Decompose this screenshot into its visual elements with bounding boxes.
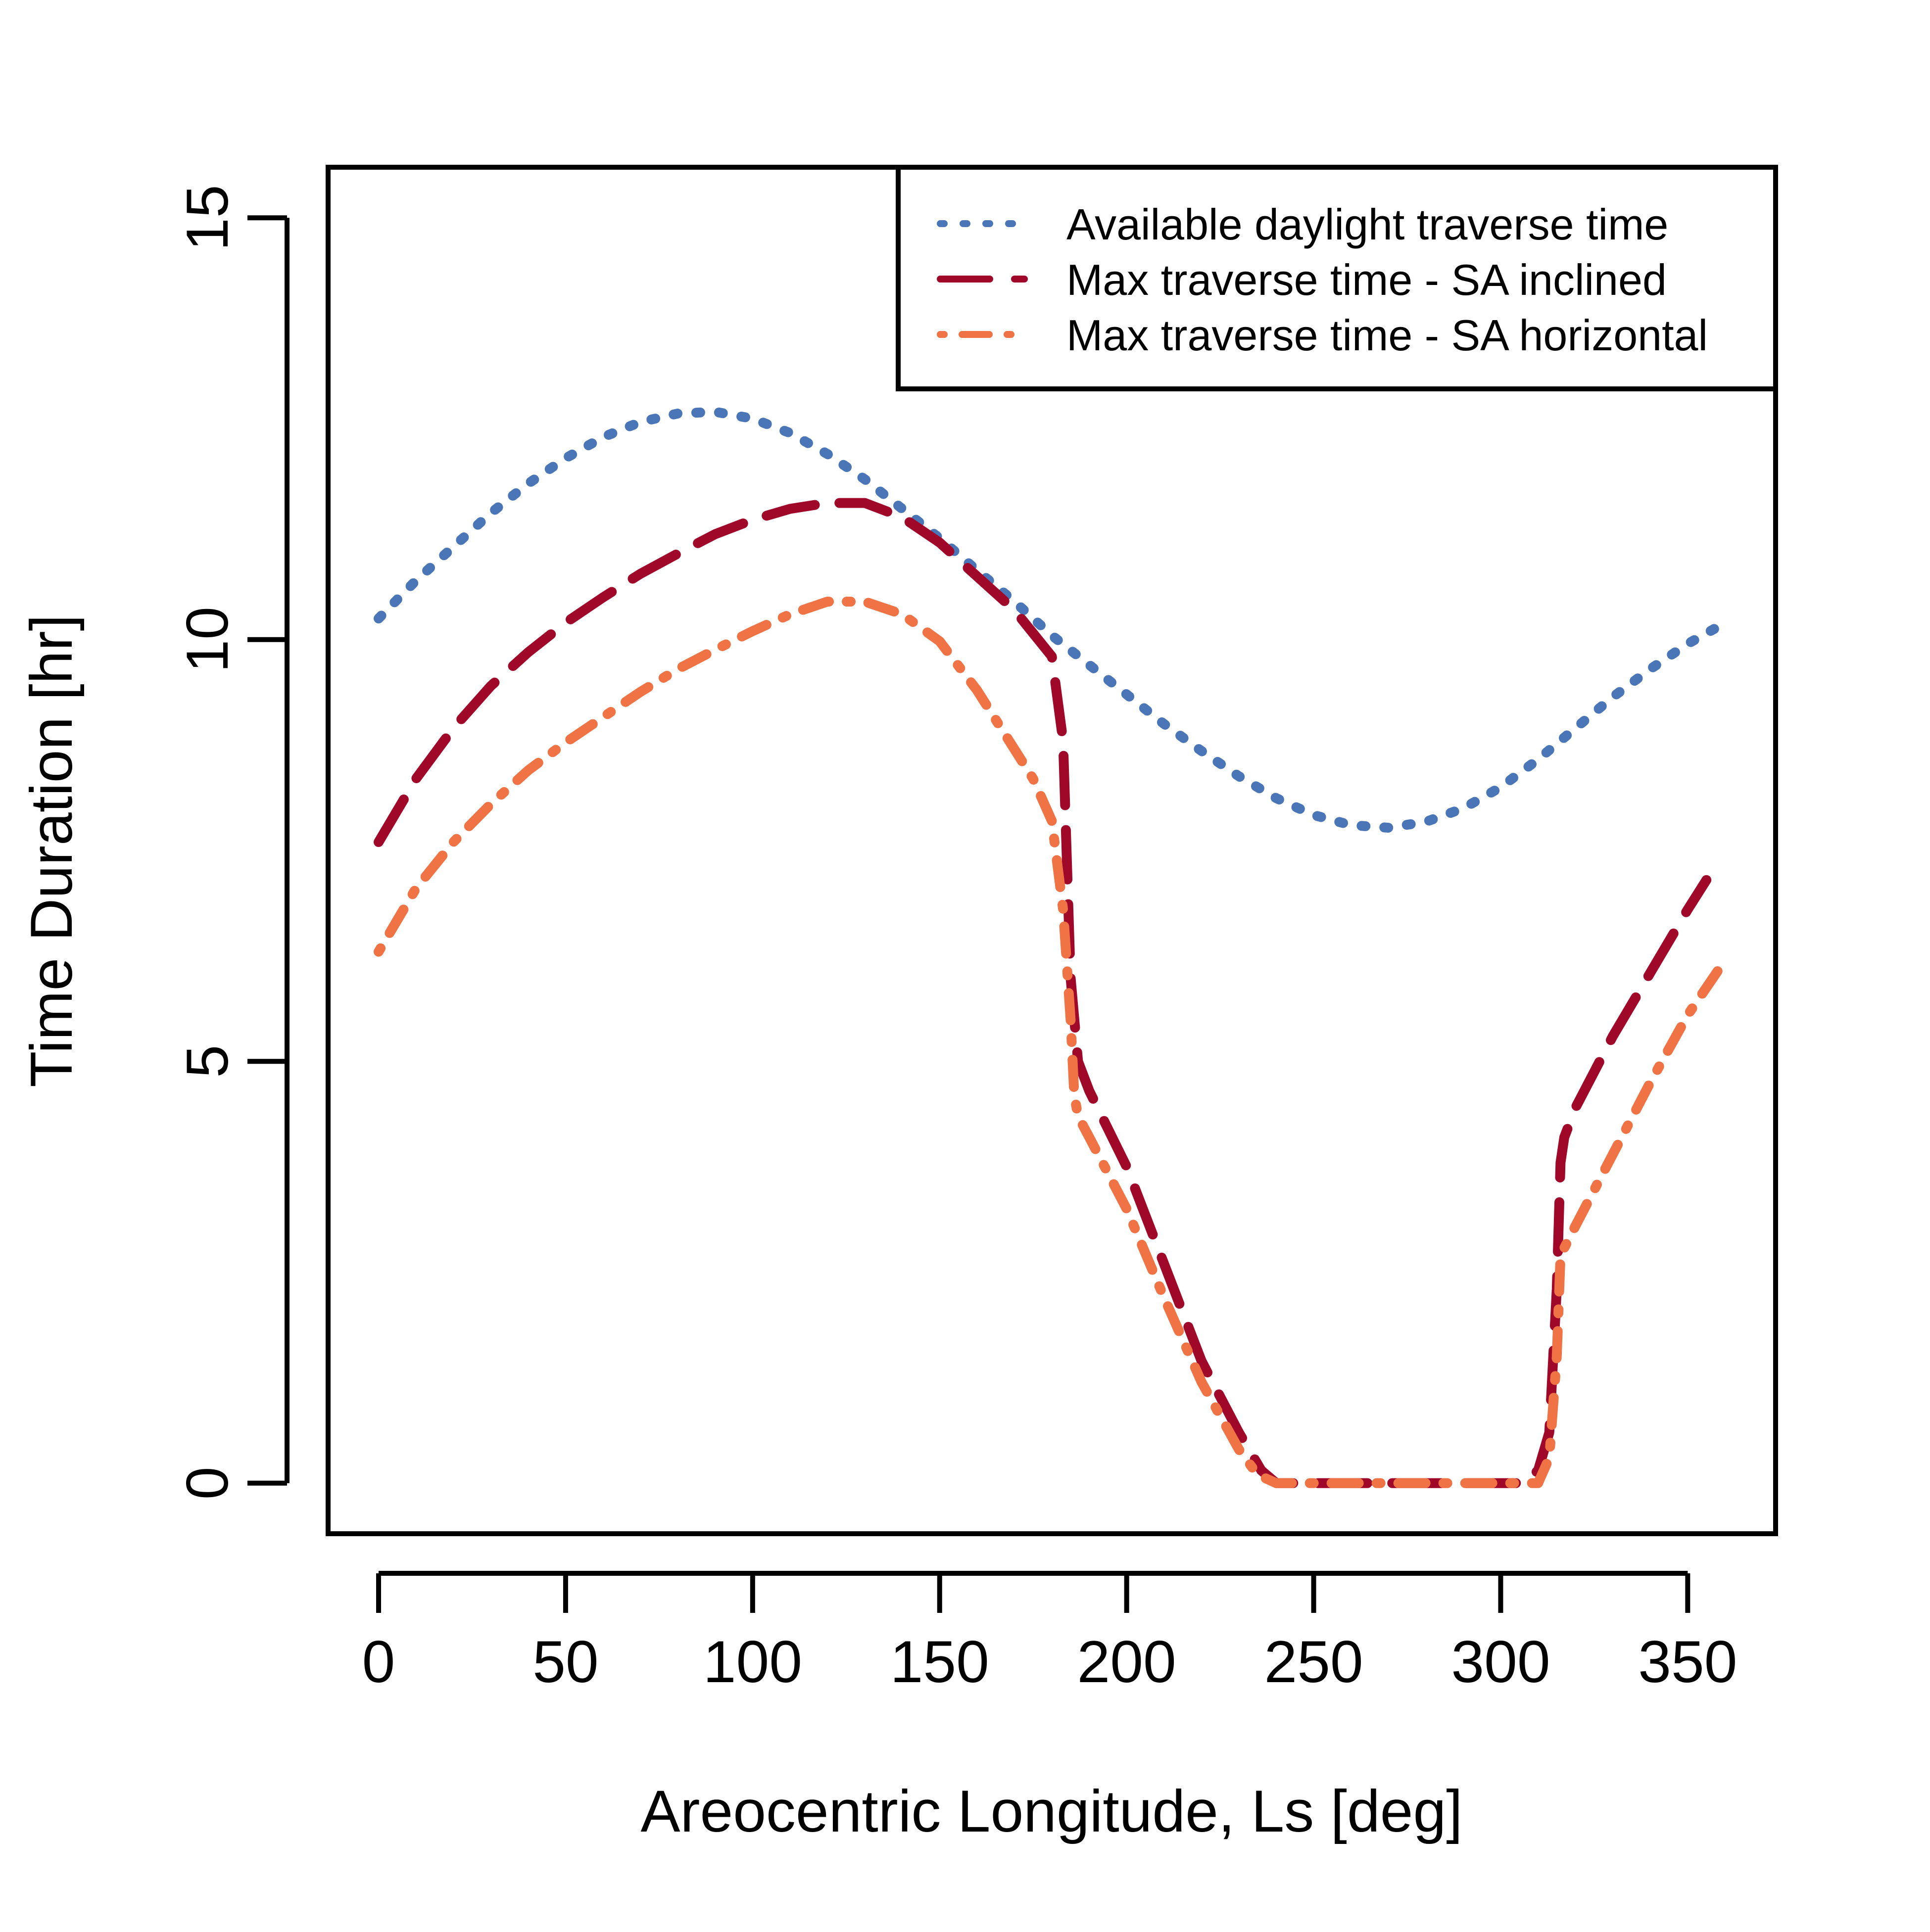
- y-tick-label: 15: [174, 185, 241, 251]
- y-axis-label: Time Duration [hr]: [18, 614, 85, 1087]
- legend-label: Max traverse time - SA inclined: [1066, 255, 1667, 304]
- x-axis-label: Areocentric Longitude, Ls [deg]: [640, 1778, 1462, 1844]
- series-layer: [374, 407, 1730, 1488]
- legend-label: Max traverse time - SA horizontal: [1066, 311, 1708, 360]
- x-tick-label: 100: [703, 1629, 802, 1695]
- x-tick-label: 150: [890, 1629, 989, 1695]
- legend: Available daylight traverse time Max trav…: [896, 165, 1778, 391]
- x-tick-label: 300: [1451, 1629, 1550, 1695]
- x-tick-label: 200: [1077, 1629, 1176, 1695]
- series-line-3: [374, 597, 1730, 1488]
- y-tick-label: 5: [174, 1045, 241, 1078]
- x-tick-label: 50: [532, 1629, 598, 1695]
- x-tick-label: 350: [1638, 1629, 1737, 1695]
- series-line-1: [374, 407, 1730, 833]
- axes-layer: 0 50 100 150 200 250 300 350 0 5 10 15: [174, 185, 1737, 1695]
- y-tick-label: 10: [174, 607, 241, 672]
- legend-label: Available daylight traverse time: [1066, 200, 1668, 249]
- x-tick-label: 0: [362, 1629, 395, 1695]
- legend-box: [896, 165, 1778, 391]
- x-tick-label: 250: [1264, 1629, 1363, 1695]
- y-tick-label: 0: [174, 1466, 241, 1500]
